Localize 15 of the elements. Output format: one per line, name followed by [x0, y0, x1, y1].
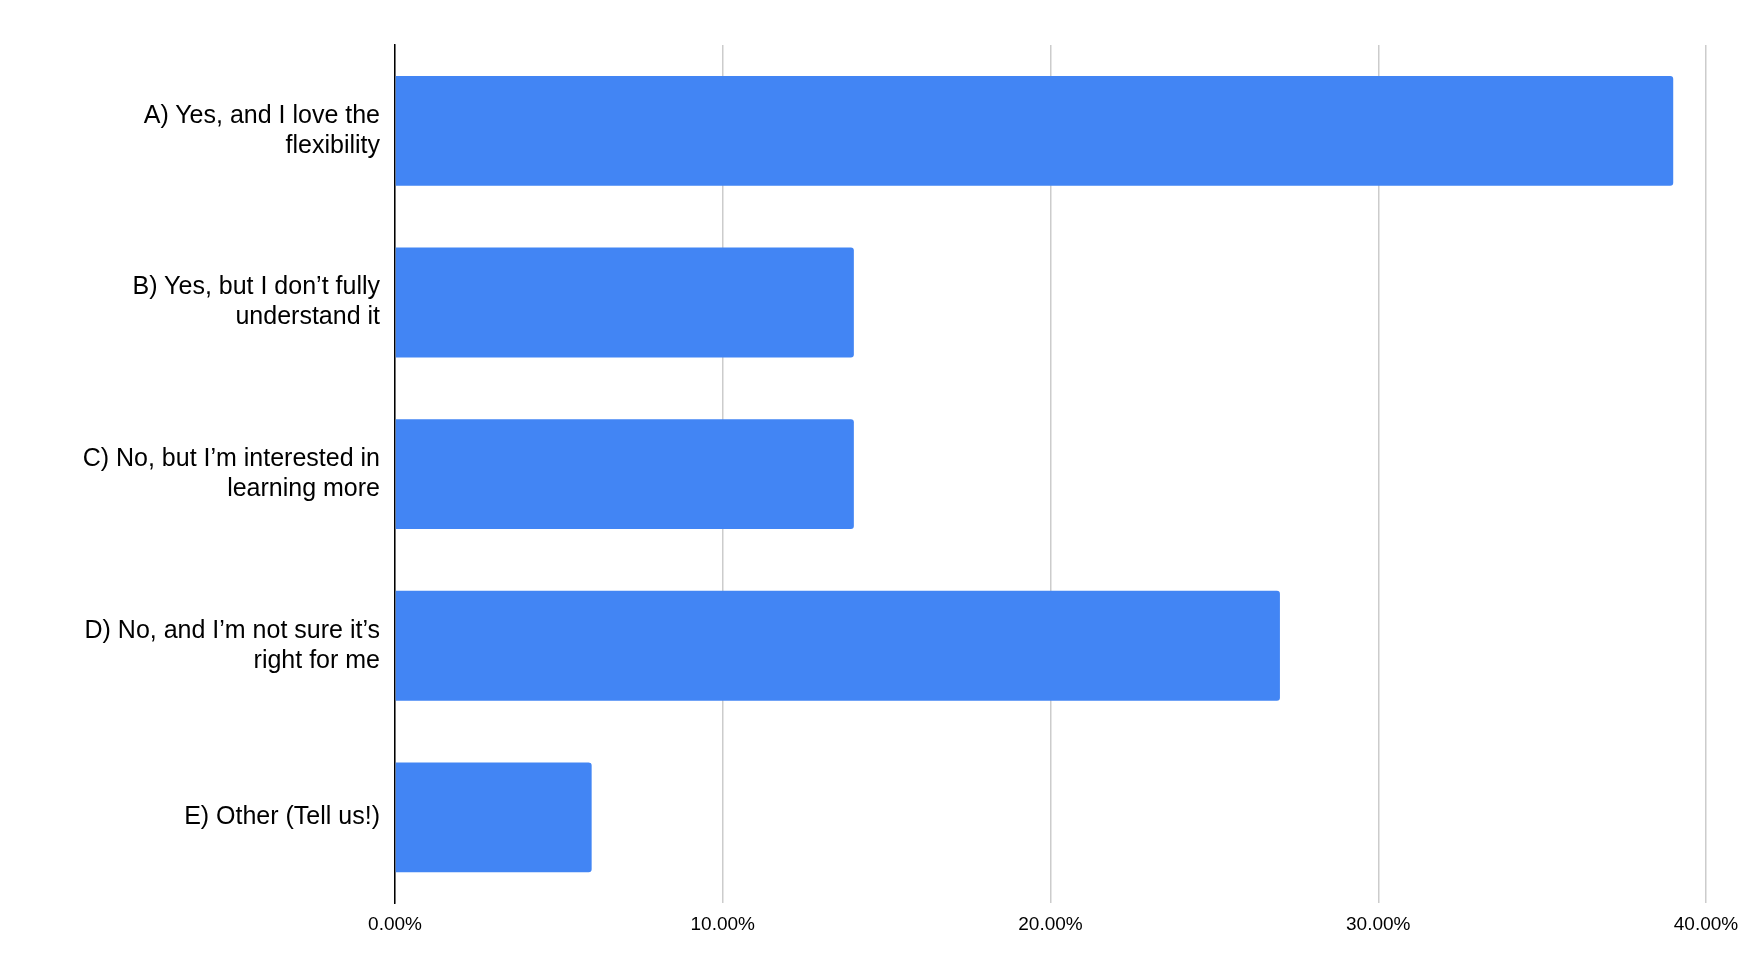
x-tick-label: 10.00%: [690, 912, 756, 934]
y-tick-label: A) Yes, and I love the flexibility: [143, 99, 381, 158]
bar: [395, 590, 1280, 701]
y-tick-label: B) Yes, but I don’t fully understand it: [132, 271, 381, 330]
x-tick-label: 20.00%: [1018, 912, 1083, 934]
x-tick-label: 40.00%: [1673, 912, 1739, 934]
bar: [395, 419, 854, 530]
bar: [395, 75, 1674, 186]
x-tick-label: 0.00%: [368, 912, 423, 934]
bar: [395, 247, 854, 358]
y-tick-label: D) No, and I’m not sure it’s right for me: [84, 614, 380, 673]
y-tick-label: C) No, but I’m interested in learning more: [82, 442, 380, 501]
y-tick-label: E) Other (Tell us!): [184, 801, 380, 830]
x-tick-label: 30.00%: [1346, 912, 1411, 934]
bar: [395, 762, 592, 873]
